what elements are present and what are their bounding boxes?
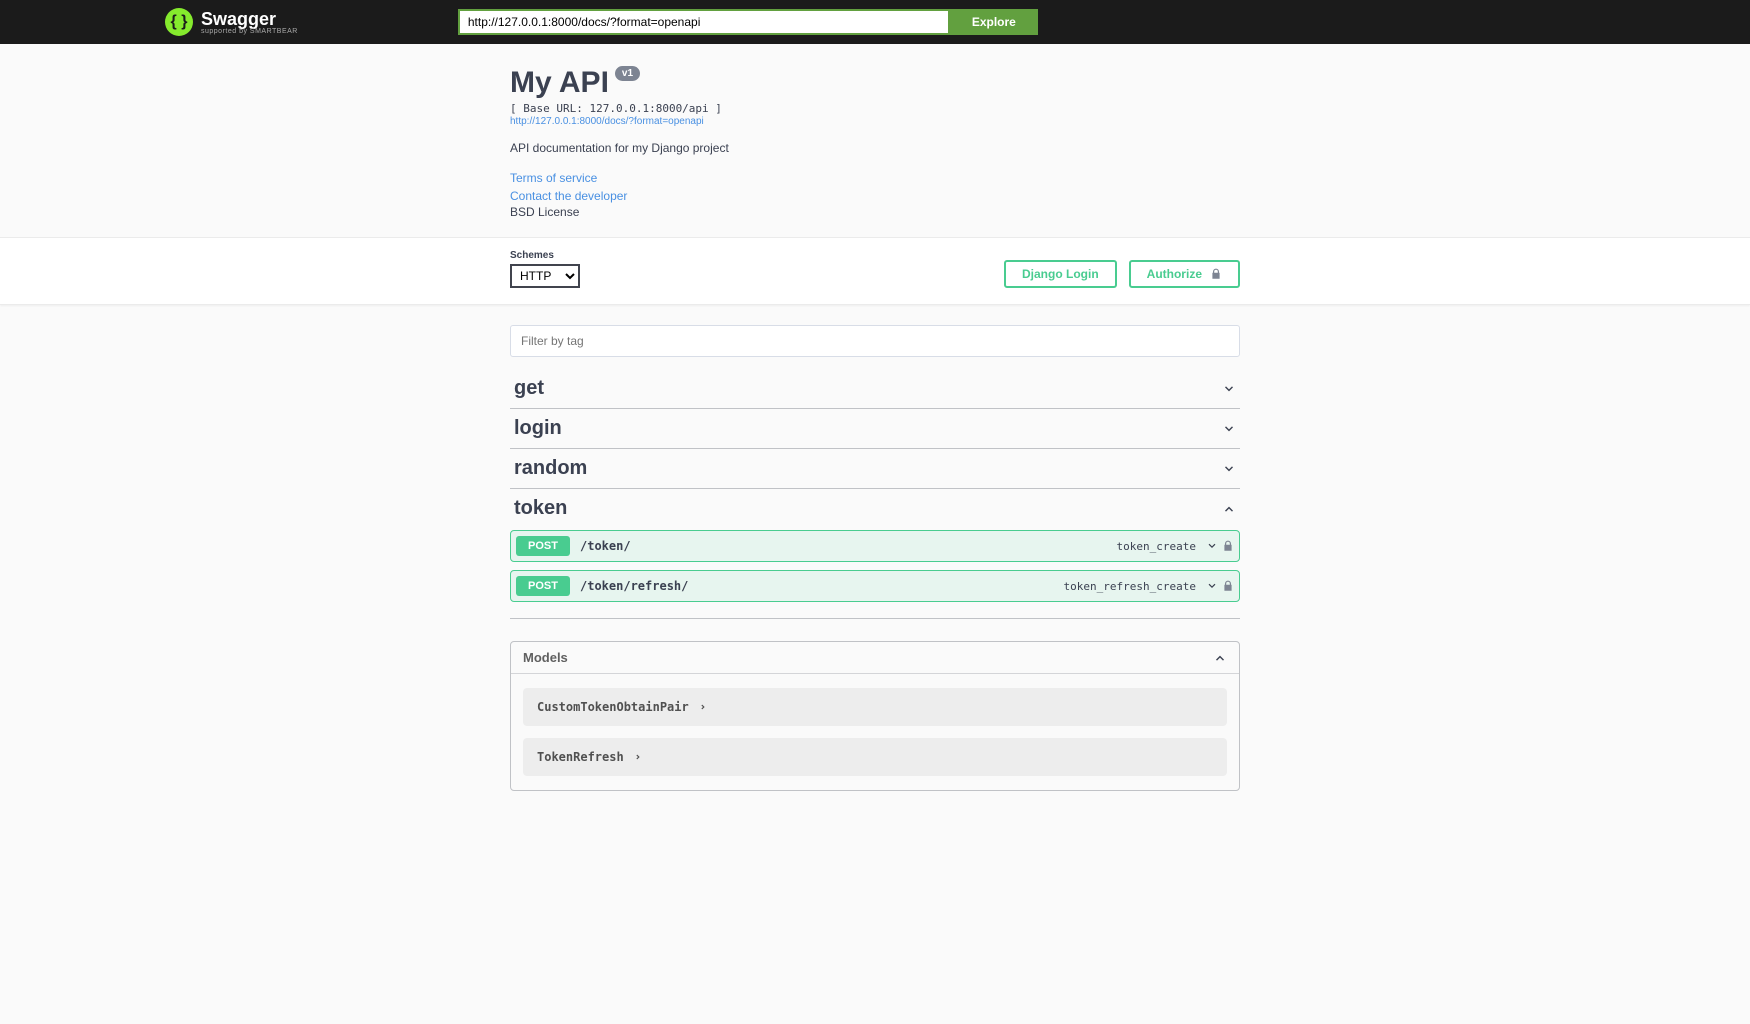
- tag-header-token[interactable]: token: [510, 489, 1240, 528]
- authorize-label: Authorize: [1147, 267, 1202, 281]
- tag-header-login[interactable]: login: [510, 409, 1240, 448]
- logo-subtext: supported by SMARTBEAR: [201, 28, 298, 35]
- operation-row[interactable]: POST/token/refresh/token_refresh_create: [510, 570, 1240, 602]
- tag-section-get: get: [510, 369, 1240, 409]
- api-title-text: My API: [510, 66, 609, 100]
- tag-header-get[interactable]: get: [510, 369, 1240, 408]
- chevron-down-icon: [1222, 382, 1236, 396]
- tos-link[interactable]: Terms of service: [510, 169, 1240, 187]
- logo-icon: { }: [165, 8, 193, 36]
- models-section: Models CustomTokenObtainPair TokenRefresh: [510, 641, 1240, 791]
- chevron-down-icon: [1206, 540, 1218, 552]
- authorize-button[interactable]: Authorize: [1129, 260, 1240, 288]
- chevron-right-icon: [699, 703, 707, 711]
- models-title: Models: [523, 650, 568, 665]
- contact-link[interactable]: Contact the developer: [510, 187, 1240, 205]
- spec-url-input[interactable]: [458, 9, 950, 35]
- chevron-up-icon: [1222, 502, 1236, 516]
- chevron-down-icon: [1222, 422, 1236, 436]
- operation-path: /token/refresh/: [580, 579, 1064, 593]
- logo-text: Swagger: [201, 9, 298, 30]
- lock-icon[interactable]: [1222, 539, 1234, 553]
- tag-section-random: random: [510, 449, 1240, 489]
- topbar: { } Swagger supported by SMARTBEAR Explo…: [0, 0, 1750, 44]
- lock-icon[interactable]: [1222, 579, 1234, 593]
- schemes-label: Schemes: [510, 250, 580, 261]
- operation-row[interactable]: POST/token/token_create: [510, 530, 1240, 562]
- api-description: API documentation for my Django project: [510, 141, 1240, 155]
- chevron-down-icon: [1206, 580, 1218, 592]
- operation-id: token_refresh_create: [1064, 580, 1196, 593]
- spec-link[interactable]: http://127.0.0.1:8000/docs/?format=opena…: [510, 116, 1240, 127]
- model-name: CustomTokenObtainPair: [537, 700, 689, 714]
- api-title: My API v1: [510, 66, 640, 100]
- django-login-button[interactable]: Django Login: [1004, 260, 1117, 288]
- tag-name: get: [514, 377, 544, 400]
- tag-section-token: tokenPOST/token/token_createPOST/token/r…: [510, 489, 1240, 619]
- chevron-up-icon: [1213, 651, 1227, 665]
- scheme-select[interactable]: HTTP: [510, 264, 580, 288]
- tag-name: random: [514, 457, 587, 480]
- tag-section-login: login: [510, 409, 1240, 449]
- main-content: get login random token POST/token/token_crea…: [510, 325, 1240, 831]
- operation-path: /token/: [580, 539, 1117, 553]
- info-section: My API v1 [ Base URL: 127.0.0.1:8000/api…: [0, 44, 1750, 237]
- model-name: TokenRefresh: [537, 750, 624, 764]
- tag-header-random[interactable]: random: [510, 449, 1240, 488]
- lock-icon: [1210, 267, 1222, 281]
- chevron-right-icon: [634, 753, 642, 761]
- http-method-badge: POST: [516, 576, 570, 596]
- model-item[interactable]: CustomTokenObtainPair: [523, 688, 1227, 726]
- scheme-section: Schemes HTTP Django Login Authorize: [0, 237, 1750, 305]
- django-login-label: Django Login: [1022, 267, 1099, 281]
- http-method-badge: POST: [516, 536, 570, 556]
- base-url: [ Base URL: 127.0.0.1:8000/api ]: [510, 102, 1240, 115]
- license-text: BSD License: [510, 205, 1240, 219]
- filter-input[interactable]: [510, 325, 1240, 357]
- model-item[interactable]: TokenRefresh: [523, 738, 1227, 776]
- explore-button[interactable]: Explore: [950, 9, 1038, 35]
- version-badge: v1: [615, 66, 640, 81]
- models-header[interactable]: Models: [511, 642, 1239, 674]
- url-form: Explore: [458, 9, 1038, 35]
- operations-list: POST/token/token_createPOST/token/refres…: [510, 528, 1240, 618]
- swagger-logo[interactable]: { } Swagger supported by SMARTBEAR: [165, 8, 298, 36]
- tag-name: token: [514, 497, 567, 520]
- operation-id: token_create: [1117, 540, 1196, 553]
- tag-name: login: [514, 417, 562, 440]
- chevron-down-icon: [1222, 462, 1236, 476]
